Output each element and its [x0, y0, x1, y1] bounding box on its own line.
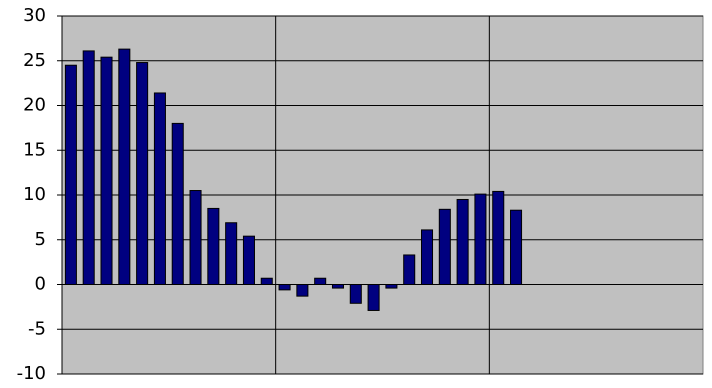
- bar: [278, 284, 291, 291]
- bar: [225, 222, 238, 285]
- bar: [420, 229, 434, 285]
- bar: [456, 198, 469, 286]
- bar: [492, 190, 505, 285]
- bar: [260, 277, 273, 285]
- bar: [153, 92, 166, 285]
- y-tick-label: 15: [23, 139, 46, 160]
- bar: [189, 190, 202, 285]
- bar: [510, 209, 523, 285]
- bar: [349, 284, 362, 304]
- bar: [296, 284, 309, 297]
- bar: [314, 277, 327, 285]
- y-tick-label: 0: [35, 274, 46, 295]
- bar: [118, 48, 131, 285]
- bar: [100, 56, 113, 285]
- y-tick-label: 30: [23, 5, 46, 26]
- bar: [171, 122, 184, 286]
- bar: [82, 50, 95, 285]
- y-tick-label: 20: [23, 95, 46, 116]
- bar: [385, 284, 398, 289]
- bar: [474, 193, 487, 285]
- y-tick-label: 10: [23, 184, 46, 205]
- bar: [207, 207, 220, 285]
- bar: [367, 284, 380, 311]
- bar: [438, 208, 451, 286]
- y-tick-label: 25: [23, 50, 46, 71]
- bar: [331, 284, 345, 289]
- bar: [242, 235, 255, 285]
- bar: [64, 64, 77, 285]
- y-tick-label: -5: [28, 318, 46, 339]
- y-tick-label: 5: [35, 229, 46, 250]
- bar: [136, 62, 149, 286]
- bar: [403, 254, 416, 285]
- y-tick-label: -10: [17, 363, 46, 384]
